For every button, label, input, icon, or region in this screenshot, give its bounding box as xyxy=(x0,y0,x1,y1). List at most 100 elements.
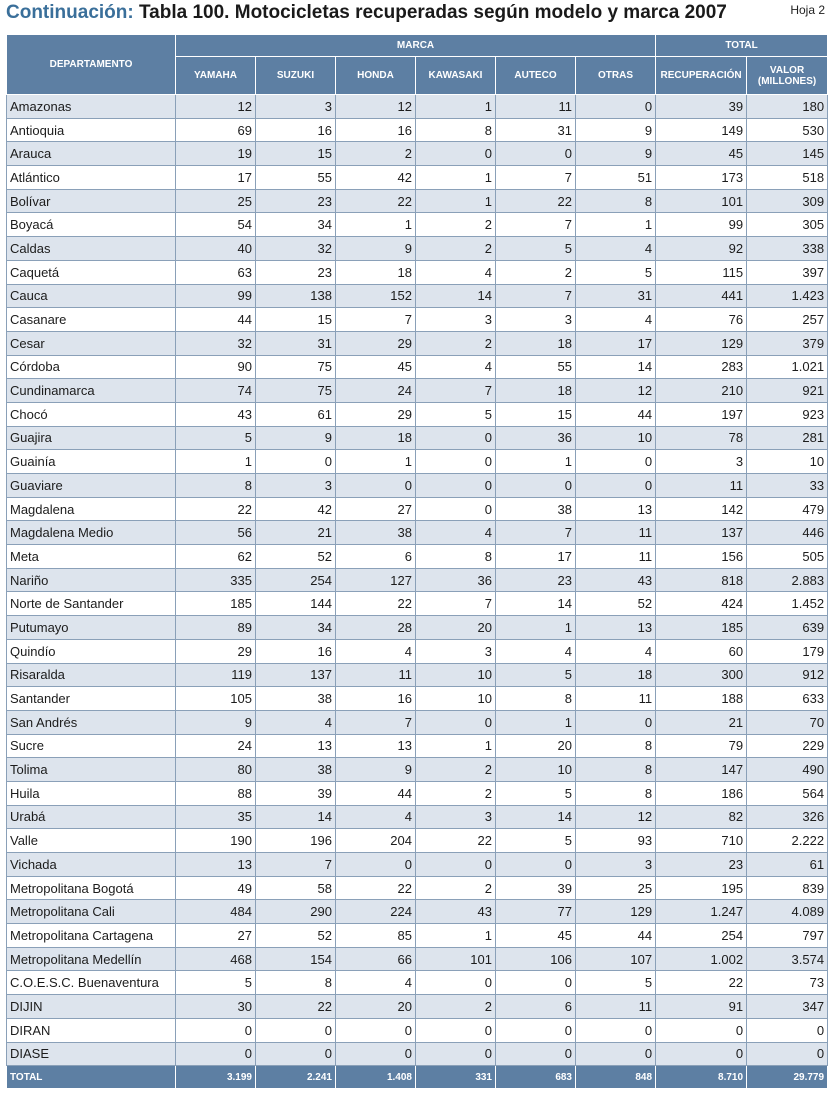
value-cell: 0 xyxy=(495,141,576,167)
value-cell: 2 xyxy=(415,212,496,238)
value-cell: 156 xyxy=(655,544,748,569)
value-cell: 29 xyxy=(175,638,256,664)
value-cell: 149 xyxy=(655,117,748,143)
value-cell: 8 xyxy=(415,117,496,143)
value-cell: 8 xyxy=(574,780,657,806)
value-cell: 1.021 xyxy=(746,354,829,380)
value-cell: 52 xyxy=(255,544,336,569)
value-cell: 8 xyxy=(255,970,336,996)
value-cell: 79 xyxy=(655,733,748,759)
value-cell: 39 xyxy=(655,94,748,119)
value-cell: 35 xyxy=(175,804,256,830)
value-cell: 19 xyxy=(175,141,256,167)
total-row: TOTAL 3.199 2.241 1.408 331 683 848 8.710 29.779 xyxy=(6,1065,829,1090)
department-cell: Antioquia xyxy=(6,117,176,143)
value-cell: 0 xyxy=(335,1017,416,1043)
title-prefix: Continuación: xyxy=(6,2,134,23)
value-cell: 16 xyxy=(255,638,336,664)
value-cell: 224 xyxy=(335,899,416,925)
table-row: Metropolitana Bogotá 49 58 22 2 39 25 195 839 xyxy=(6,875,829,901)
value-cell: 2 xyxy=(415,994,496,1019)
value-cell: 5 xyxy=(574,259,657,285)
value-cell: 11 xyxy=(574,686,657,711)
header-departamento: DEPARTAMENTO xyxy=(6,34,176,95)
table-row: Putumayo 89 34 28 20 1 13 185 639 xyxy=(6,615,829,640)
value-cell: 22 xyxy=(175,496,256,522)
value-cell: 0 xyxy=(415,496,496,522)
value-cell: 18 xyxy=(495,378,576,403)
value-cell: 4 xyxy=(415,354,496,380)
table-row: Magdalena Medio 56 21 38 4 7 11 137 446 xyxy=(6,520,829,546)
value-cell: 2 xyxy=(415,780,496,806)
value-cell: 10 xyxy=(415,686,496,711)
value-cell: 14 xyxy=(495,804,576,830)
value-cell: 912 xyxy=(746,662,829,688)
table-row: DIRAN 0 0 0 0 0 0 0 0 xyxy=(6,1017,829,1043)
value-cell: 3 xyxy=(255,473,336,498)
value-cell: 7 xyxy=(495,520,576,546)
table-row: Valle 190 196 204 22 5 93 710 2.222 xyxy=(6,828,829,853)
value-cell: 23 xyxy=(655,852,748,877)
column-header: RECUPERACIÓN xyxy=(655,56,748,95)
table-row: Boyacá 54 34 1 2 7 1 99 305 xyxy=(6,212,829,238)
value-cell: 710 xyxy=(655,828,748,853)
value-cell: 1 xyxy=(335,449,416,474)
department-cell: Huila xyxy=(6,780,176,806)
value-cell: 0 xyxy=(655,1017,748,1043)
sheet-label: Hoja 2 xyxy=(790,3,825,17)
value-cell: 204 xyxy=(335,828,416,853)
value-cell: 29 xyxy=(335,330,416,356)
value-cell: 2 xyxy=(415,875,496,901)
department-cell: Caldas xyxy=(6,236,176,261)
total-value: 683 xyxy=(495,1065,576,1090)
value-cell: 52 xyxy=(574,591,657,617)
value-cell: 75 xyxy=(255,378,336,403)
value-cell: 33 xyxy=(746,473,829,498)
value-cell: 2.222 xyxy=(746,828,829,853)
value-cell: 10 xyxy=(415,662,496,688)
value-cell: 5 xyxy=(175,425,256,451)
value-cell: 9 xyxy=(175,709,256,735)
value-cell: 25 xyxy=(574,875,657,901)
value-cell: 62 xyxy=(175,544,256,569)
value-cell: 44 xyxy=(574,923,657,948)
table-row: Magdalena 22 42 27 0 38 13 142 479 xyxy=(6,496,829,522)
value-cell: 51 xyxy=(574,165,657,190)
value-cell: 76 xyxy=(655,307,748,332)
department-cell: Valle xyxy=(6,828,176,853)
value-cell: 54 xyxy=(175,212,256,238)
value-cell: 11 xyxy=(574,520,657,546)
value-cell: 60 xyxy=(655,638,748,664)
value-cell: 4 xyxy=(335,638,416,664)
total-value: 8.710 xyxy=(655,1065,748,1090)
value-cell: 0 xyxy=(255,1041,336,1067)
value-cell: 20 xyxy=(415,615,496,640)
value-cell: 28 xyxy=(335,615,416,640)
value-cell: 61 xyxy=(255,401,336,427)
table-row: Córdoba 90 75 45 4 55 14 283 1.021 xyxy=(6,354,829,380)
value-cell: 82 xyxy=(655,804,748,830)
value-cell: 45 xyxy=(495,923,576,948)
value-cell: 18 xyxy=(495,330,576,356)
department-cell: Guajira xyxy=(6,425,176,451)
value-cell: 254 xyxy=(255,567,336,593)
value-cell: 818 xyxy=(655,567,748,593)
value-cell: 3 xyxy=(415,638,496,664)
value-cell: 5 xyxy=(495,236,576,261)
value-cell: 3 xyxy=(415,804,496,830)
department-cell: Cundinamarca xyxy=(6,378,176,403)
value-cell: 15 xyxy=(255,141,336,167)
value-cell: 0 xyxy=(495,852,576,877)
table-row: Cesar 32 31 29 2 18 17 129 379 xyxy=(6,330,829,356)
value-cell: 55 xyxy=(495,354,576,380)
value-cell: 11 xyxy=(655,473,748,498)
table-row: C.O.E.S.C. Buenaventura 5 8 4 0 0 5 22 73 xyxy=(6,970,829,996)
value-cell: 38 xyxy=(255,686,336,711)
table-row: Guainía 1 0 1 0 1 0 3 10 xyxy=(6,449,829,474)
value-cell: 173 xyxy=(655,165,748,190)
department-cell: C.O.E.S.C. Buenaventura xyxy=(6,970,176,996)
value-cell: 105 xyxy=(175,686,256,711)
value-cell: 490 xyxy=(746,757,829,782)
value-cell: 1.452 xyxy=(746,591,829,617)
value-cell: 4 xyxy=(495,638,576,664)
